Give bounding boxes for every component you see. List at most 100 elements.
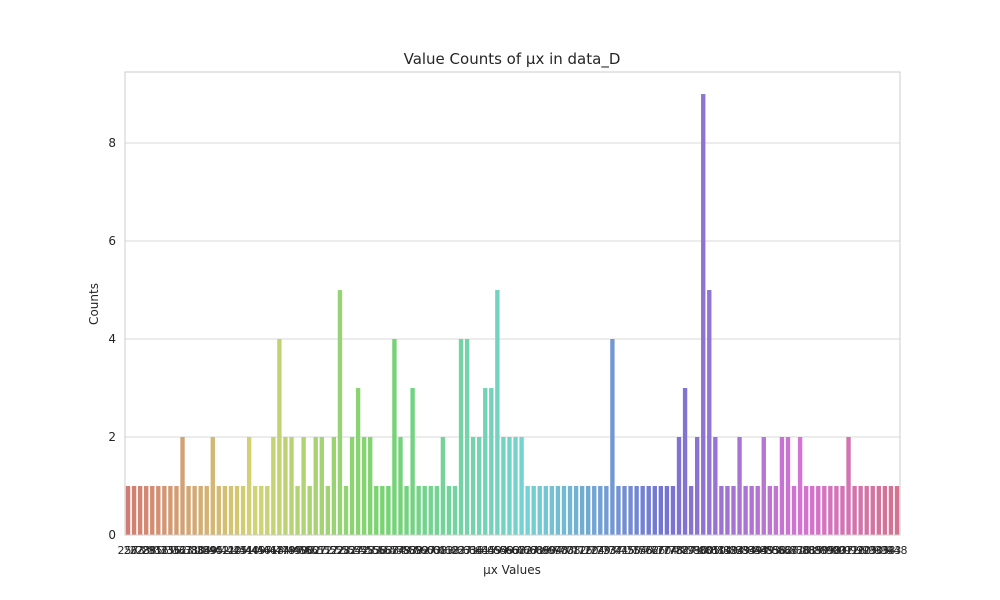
x-tick-label: 903 [826, 544, 847, 557]
x-tick-label: 288 [136, 544, 157, 557]
x-tick-label: 649 [481, 544, 502, 557]
y-tick-label: 8 [108, 136, 116, 150]
x-tick-label: 496 [293, 544, 314, 557]
bar [652, 486, 657, 535]
x-tick-label: 948 [886, 544, 907, 557]
x-tick-label: 295 [142, 544, 163, 557]
y-tick-label: 0 [108, 528, 116, 542]
bar [416, 486, 421, 535]
bar [882, 486, 888, 535]
bar [355, 388, 361, 535]
x-tick-label: 839 [741, 544, 762, 557]
x-tick-label: 791 [681, 544, 702, 557]
bar [380, 486, 385, 535]
bar [368, 437, 373, 535]
bar [816, 486, 821, 535]
x-tick-label: 548 [354, 544, 375, 557]
bar [434, 486, 439, 535]
bar [252, 486, 258, 535]
x-tick-label: 729 [590, 544, 611, 557]
x-tick-label: 583 [396, 544, 417, 557]
bar [174, 486, 179, 535]
bar [846, 437, 851, 535]
bar [616, 486, 621, 535]
bar [640, 486, 645, 535]
bar [228, 486, 234, 535]
y-axis-label: Counts [87, 283, 101, 325]
x-tick-label: 712 [566, 544, 587, 557]
bar [246, 437, 252, 535]
x-tick-label: 916 [844, 544, 865, 557]
bar [150, 486, 155, 535]
x-tick-label: 745 [614, 544, 635, 557]
plot-frame [124, 71, 901, 536]
x-tick-label: 597 [414, 544, 435, 557]
x-tick-label: 474 [269, 544, 290, 557]
x-tick-label: 502 [299, 544, 320, 557]
bar [464, 339, 470, 535]
x-tick-label: 384 [190, 544, 211, 557]
x-tick-label: 758 [632, 544, 653, 557]
bar [452, 486, 458, 535]
bar [289, 437, 294, 535]
bar [507, 437, 512, 535]
x-tick-label: 654 [487, 544, 508, 557]
x-tick-label: 866 [777, 544, 798, 557]
x-tick-label: 716 [572, 544, 593, 557]
x-tick-label: 805 [699, 544, 720, 557]
bar [828, 486, 833, 535]
x-tick-label: 627 [451, 544, 472, 557]
bar [404, 486, 409, 535]
x-tick-label: 608 [426, 544, 447, 557]
bar [283, 437, 288, 535]
bar [198, 486, 203, 535]
bar [858, 486, 863, 535]
x-tick-label: 844 [747, 544, 768, 557]
x-tick-label: 766 [644, 544, 665, 557]
x-tick-label: 273 [130, 544, 151, 557]
bar [392, 339, 397, 535]
x-tick-label: 774 [656, 544, 677, 557]
x-tick-label: 603 [420, 544, 441, 557]
bar [295, 486, 300, 535]
x-tick-label: 517 [317, 544, 338, 557]
bar [761, 437, 766, 535]
x-tick-label: 592 [408, 544, 429, 557]
x-tick-label: 263 [124, 544, 145, 557]
x-tick-label: 762 [638, 544, 659, 557]
x-tick-label: 528 [329, 544, 350, 557]
x-tick-label: 636 [463, 544, 484, 557]
x-tick-label: 563 [372, 544, 393, 557]
x-tick-label: 920 [850, 544, 871, 557]
x-tick-label: 819 [717, 544, 738, 557]
x-tick-label: 885 [802, 544, 823, 557]
x-tick-label: 411 [214, 544, 235, 557]
bar [894, 486, 900, 535]
x-tick-label: 677 [517, 544, 538, 557]
bar [410, 388, 415, 535]
x-tick-label: 537 [342, 544, 363, 557]
x-tick-label: 618 [438, 544, 459, 557]
x-tick-label: 686 [529, 544, 550, 557]
bar [834, 486, 839, 535]
bar [598, 486, 603, 535]
x-tick-label: 935 [868, 544, 889, 557]
bar [131, 486, 137, 535]
x-tick-label: 425 [227, 544, 248, 557]
bar [501, 437, 506, 535]
bar [319, 437, 324, 535]
x-tick-label: 542 [348, 544, 369, 557]
x-tick-label: 641 [469, 544, 490, 557]
y-tick-label: 6 [108, 234, 116, 248]
bar [470, 437, 476, 535]
y-ticks: 0 2 4 6 8 [108, 136, 116, 542]
y-tick-label: 2 [108, 430, 116, 444]
x-tick-label: 708 [560, 544, 581, 557]
bar [458, 339, 464, 535]
bar [579, 486, 585, 535]
x-tick-label: 849 [753, 544, 774, 557]
x-tick-label: 930 [862, 544, 883, 557]
bar [573, 486, 579, 535]
bar [713, 437, 718, 535]
bar [168, 486, 173, 535]
